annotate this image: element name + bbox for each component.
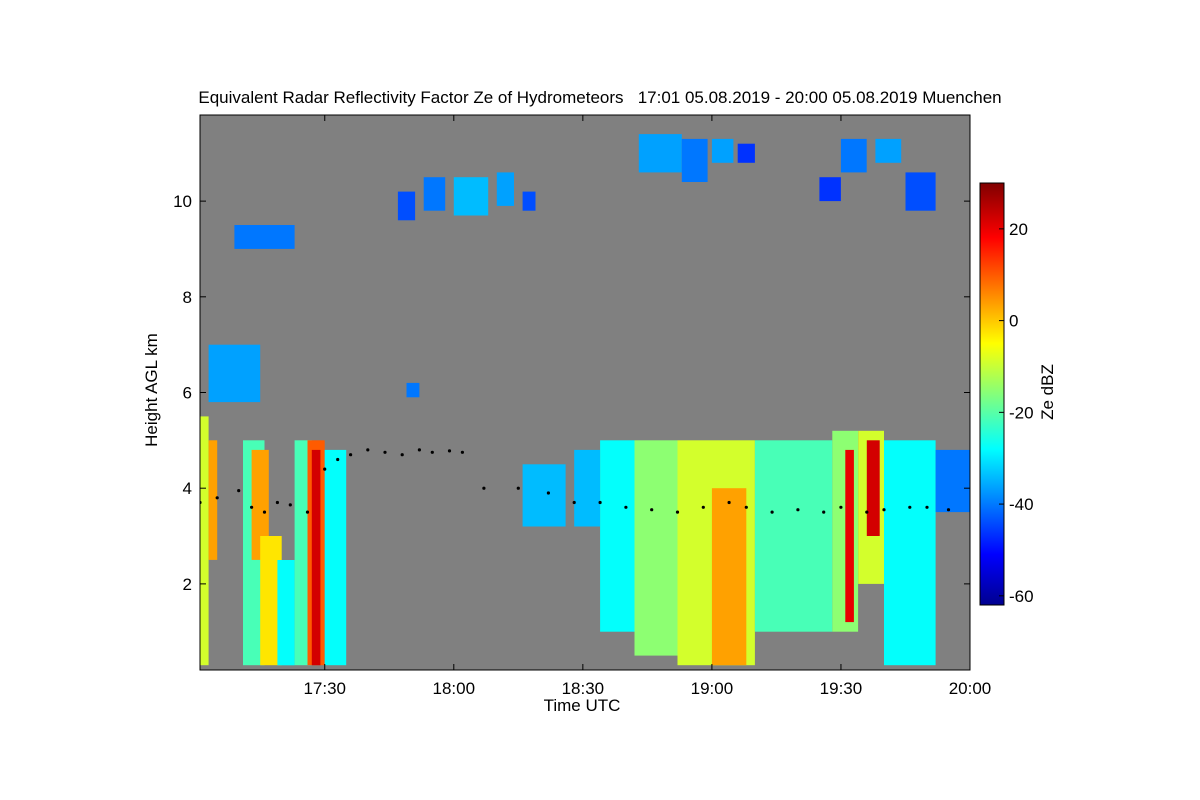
reflectivity-cell: [234, 225, 295, 249]
colorbar-tick-label: 20: [1009, 220, 1028, 239]
melting-layer-point: [447, 449, 452, 453]
melting-layer-point: [305, 510, 310, 514]
colorbar: [979, 182, 1005, 606]
reflectivity-cell: [574, 449, 600, 527]
x-axis: 17:30 18:00 18:30 19:00 19:30 20:00: [303, 115, 991, 698]
reflectivity-cell: [453, 177, 489, 216]
melting-layer-point: [482, 486, 486, 490]
y-axis-label: Height AGL km: [142, 333, 161, 447]
melting-layer-point: [796, 508, 800, 512]
y-tick-label: 8: [183, 288, 192, 307]
melting-layer-point: [336, 457, 340, 462]
y-tick-label: 6: [183, 384, 192, 403]
reflectivity-cell: [406, 382, 420, 398]
melting-layer-point: [288, 503, 292, 507]
melting-layer-point: [323, 467, 327, 471]
reflectivity-cell: [905, 172, 936, 211]
x-tick-label: 19:00: [691, 679, 734, 698]
reflectivity-cell: [496, 172, 514, 206]
melting-layer-point: [430, 450, 434, 454]
reflectivity-cell: [681, 138, 708, 182]
x-axis-label: Time UTC: [543, 696, 621, 715]
melting-layer-point: [624, 505, 628, 509]
reflectivity-cell: [935, 449, 970, 513]
reflectivity-cell: [208, 344, 261, 403]
y-tick-label: 4: [183, 479, 192, 498]
melting-layer-point: [839, 505, 843, 509]
colorbar-tick-label: -40: [1009, 495, 1034, 514]
melting-layer-point: [546, 491, 551, 495]
reflectivity-cell: [638, 134, 682, 173]
melting-layer-point: [215, 496, 219, 500]
colorbar-tick-label: -60: [1009, 587, 1034, 606]
reflectivity-cell: [522, 191, 536, 211]
reflectivity-cell: [324, 449, 347, 666]
reflectivity-cell: [884, 440, 936, 666]
reflectivity-cell: [277, 560, 295, 666]
melting-layer-point: [516, 486, 520, 490]
reflectivity-cell: [754, 440, 833, 632]
melting-layer-point: [908, 505, 912, 509]
x-tick-label: 18:30: [562, 679, 605, 698]
melting-layer-line: [200, 448, 951, 514]
reflectivity-cell: [522, 464, 566, 527]
reflectivity-cell: [711, 488, 747, 666]
melting-layer-point: [822, 510, 826, 514]
colorbar-axis: 20 0 -20 -40 -60: [999, 220, 1034, 606]
chart-title: Equivalent Radar Reflectivity Factor Ze …: [198, 88, 1002, 107]
reflectivity-cell: [875, 138, 902, 163]
colorbar-label: Ze dBZ: [1038, 364, 1057, 420]
melting-layer-point: [650, 508, 654, 512]
melting-layer-point: [675, 510, 680, 514]
reflectivity-cell: [832, 430, 859, 632]
reflectivity-field: [200, 134, 970, 666]
melting-layer-point: [262, 510, 267, 514]
reflectivity-cell: [311, 449, 321, 666]
reflectivity-cell: [397, 191, 416, 221]
melting-layer-point: [946, 508, 951, 512]
reflectivity-cell: [208, 440, 218, 560]
reflectivity-cell: [423, 177, 446, 211]
reflectivity-cell: [634, 440, 678, 656]
reflectivity-cell: [260, 536, 282, 666]
melting-layer-point: [460, 450, 464, 454]
reflectivity-cell: [866, 440, 880, 536]
x-tick-label: 20:00: [949, 679, 992, 698]
melting-layer-point: [366, 448, 370, 452]
x-tick-label: 19:30: [820, 679, 863, 698]
melting-layer-point: [383, 450, 387, 454]
melting-layer-point: [572, 500, 576, 505]
reflectivity-cell: [737, 143, 755, 163]
reflectivity-cell: [200, 416, 209, 666]
melting-layer-point: [275, 500, 279, 505]
reflectivity-cell: [819, 177, 841, 202]
melting-layer-point: [349, 453, 353, 457]
melting-layer-point: [250, 505, 254, 509]
colorbar-tick-label: 0: [1009, 312, 1018, 331]
y-tick-label: 10: [173, 192, 192, 211]
melting-layer-point: [925, 505, 929, 509]
melting-layer-point: [417, 448, 421, 452]
melting-layer-point: [770, 510, 774, 514]
melting-layer-point: [865, 510, 869, 514]
y-tick-label: 2: [183, 575, 192, 594]
y-axis: 2 4 6 8 10: [173, 192, 970, 594]
reflectivity-cell: [845, 449, 854, 623]
x-tick-label: 18:00: [433, 679, 476, 698]
melting-layer-point: [237, 489, 241, 493]
melting-layer-point: [882, 508, 886, 512]
melting-layer-point: [744, 505, 748, 509]
melting-layer-point: [701, 505, 705, 509]
reflectivity-cell: [600, 440, 635, 632]
reflectivity-cell: [251, 449, 269, 560]
x-tick-label: 17:30: [303, 679, 346, 698]
melting-layer-point: [598, 500, 602, 505]
melting-layer-point: [727, 500, 731, 505]
reflectivity-cell: [711, 138, 734, 163]
reflectivity-cell: [840, 138, 867, 173]
melting-layer-point: [400, 453, 404, 457]
colorbar-tick-label: -20: [1009, 403, 1034, 422]
